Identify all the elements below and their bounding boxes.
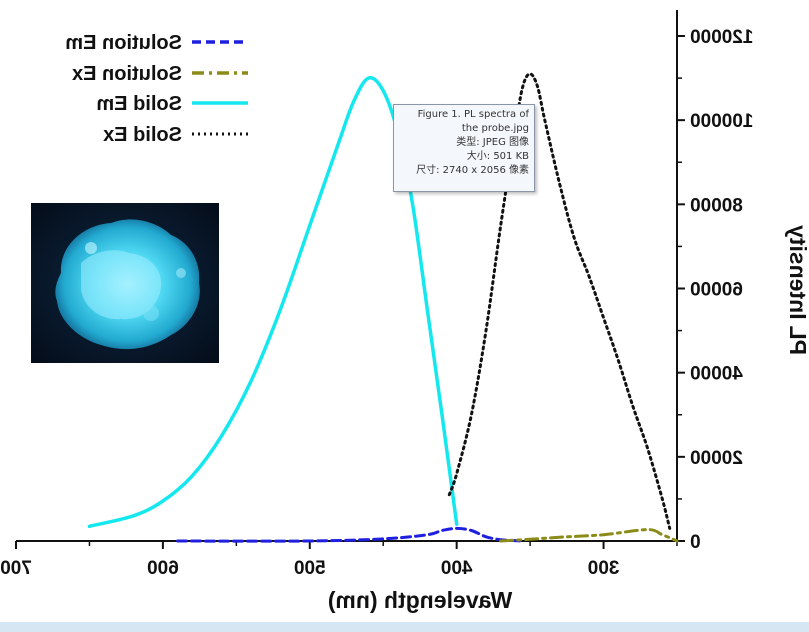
- y-ticks: 0 20000 40000 60000 80000 100000 120000: [677, 27, 753, 553]
- window-bottom-bar: [0, 622, 809, 632]
- tooltip-line: 尺寸: 2740 x 2056 像素: [416, 165, 529, 176]
- x-tick-label: 700: [0, 558, 32, 579]
- series-line-solid-ex: [447, 72, 672, 530]
- file-info-tooltip: Figure 1. PL spectra of the probe.jpg 类型…: [393, 104, 535, 192]
- series-line-solution-em: [176, 526, 525, 543]
- series-line-solid-em: [87, 76, 459, 529]
- x-axis-title: Wavelength (nm): [328, 587, 512, 613]
- legend-label-solid-ex: Solid Ex: [103, 124, 182, 146]
- glowing-powder-image: [55, 219, 200, 350]
- tooltip-line: 类型: JPEG 图像: [456, 137, 529, 148]
- legend-label-solution-em: Solution Em: [65, 32, 182, 54]
- series-layer: [87, 72, 679, 543]
- x-tick-label: 500: [294, 558, 326, 579]
- y-tick-label: 120000: [690, 27, 753, 48]
- x-tick-label: 300: [588, 558, 620, 579]
- legend-label-solid-em: Solid Em: [96, 93, 182, 115]
- y-tick-label: 0: [690, 532, 701, 553]
- tooltip-line: Figure 1. PL spectra of: [417, 109, 529, 120]
- legend-label-solution-ex: Solution Ex: [72, 63, 182, 85]
- y-tick-label: 60000: [690, 280, 743, 301]
- x-tick-label: 600: [147, 558, 179, 579]
- y-tick-label: 20000: [690, 448, 743, 469]
- y-tick-label: 100000: [690, 111, 753, 132]
- y-tick-label: 40000: [690, 364, 743, 385]
- tooltip-line: the probe.jpg: [461, 123, 529, 134]
- tooltip-line: 大小: 501 KB: [466, 151, 529, 162]
- powder-photo-inset: [31, 203, 219, 363]
- x-tick-label: 400: [441, 558, 473, 579]
- y-tick-label: 80000: [690, 195, 743, 216]
- x-ticks: 700 600 500 400 300: [0, 541, 678, 579]
- series-line-solution-ex: [499, 528, 679, 543]
- legend: Solution Em Solution Ex Solid Em Solid E…: [65, 32, 248, 146]
- y-axis-title: PL Intensity: [785, 225, 809, 355]
